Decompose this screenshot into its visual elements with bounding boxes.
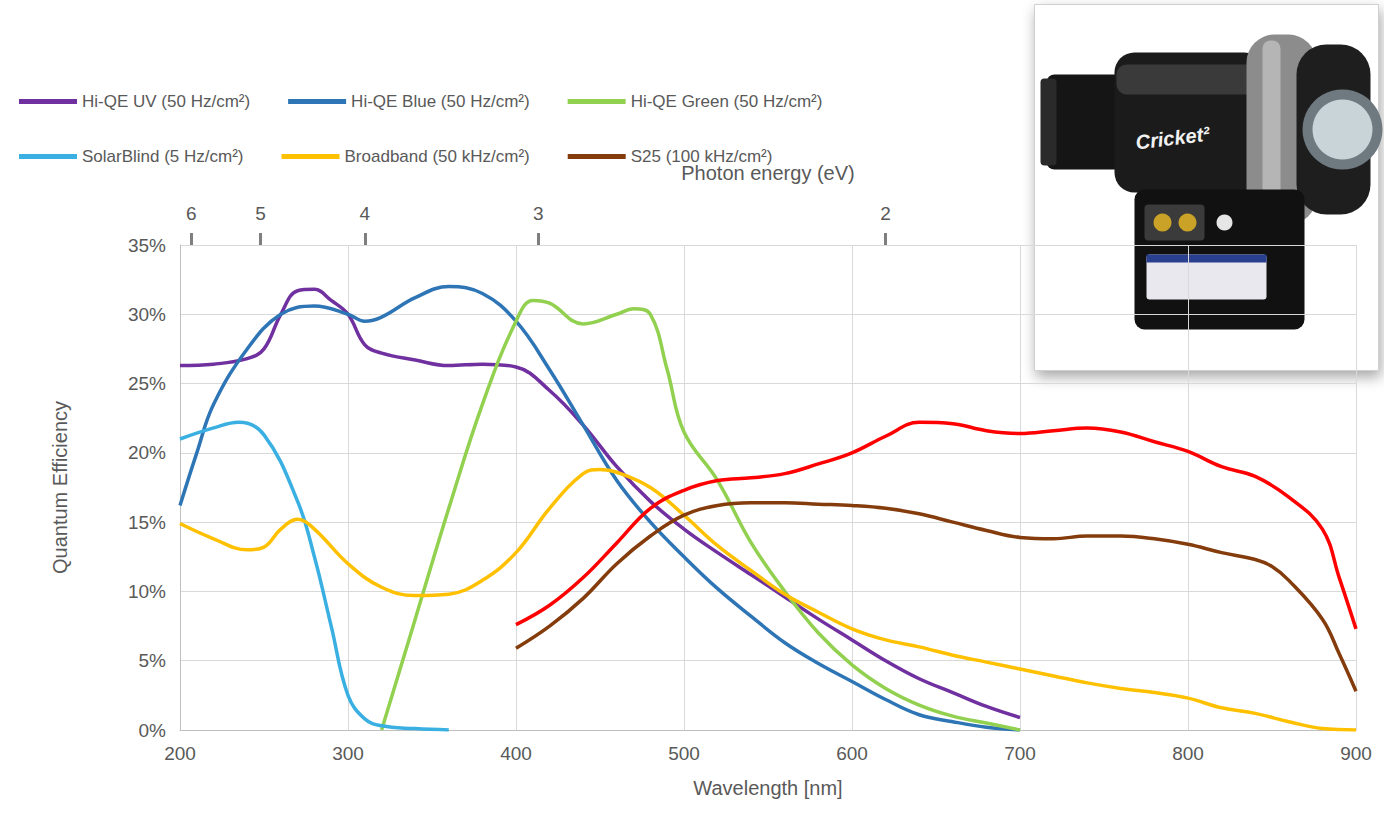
svg-text:700: 700 [1004, 743, 1036, 764]
svg-text:20%: 20% [128, 442, 166, 463]
svg-text:500: 500 [668, 743, 700, 764]
svg-text:Broadband (50 kHz/cm²): Broadband (50 kHz/cm²) [345, 147, 530, 166]
svg-text:Cricket²: Cricket² [1134, 122, 1212, 153]
svg-text:Hi-QE Blue (50 Hz/cm²): Hi-QE Blue (50 Hz/cm²) [351, 92, 530, 111]
svg-text:Wavelength [nm]: Wavelength [nm] [693, 777, 842, 799]
svg-text:Hi-QE Green (50 Hz/cm²): Hi-QE Green (50 Hz/cm²) [631, 92, 823, 111]
svg-text:10%: 10% [128, 581, 166, 602]
svg-text:900: 900 [1340, 743, 1372, 764]
svg-text:30%: 30% [128, 304, 166, 325]
svg-text:300: 300 [332, 743, 364, 764]
svg-text:400: 400 [500, 743, 532, 764]
svg-text:15%: 15% [128, 512, 166, 533]
svg-text:4: 4 [360, 203, 371, 224]
svg-text:3: 3 [533, 203, 544, 224]
svg-text:800: 800 [1172, 743, 1204, 764]
svg-text:Hi-QE UV (50 Hz/cm²): Hi-QE UV (50 Hz/cm²) [82, 92, 250, 111]
svg-text:SolarBlind (5 Hz/cm²): SolarBlind (5 Hz/cm²) [82, 147, 244, 166]
svg-text:S25 (100 kHz/cm²): S25 (100 kHz/cm²) [631, 147, 773, 166]
svg-text:200: 200 [164, 743, 196, 764]
svg-text:25%: 25% [128, 373, 166, 394]
svg-text:5%: 5% [139, 650, 167, 671]
svg-text:Quantum Efficiency: Quantum Efficiency [49, 401, 71, 574]
svg-text:2: 2 [880, 203, 891, 224]
svg-text:0%: 0% [139, 720, 167, 741]
svg-text:Photon energy (eV): Photon energy (eV) [681, 162, 855, 184]
svg-text:5: 5 [255, 203, 266, 224]
svg-text:600: 600 [836, 743, 868, 764]
svg-text:6: 6 [186, 203, 197, 224]
svg-text:35%: 35% [128, 235, 166, 256]
